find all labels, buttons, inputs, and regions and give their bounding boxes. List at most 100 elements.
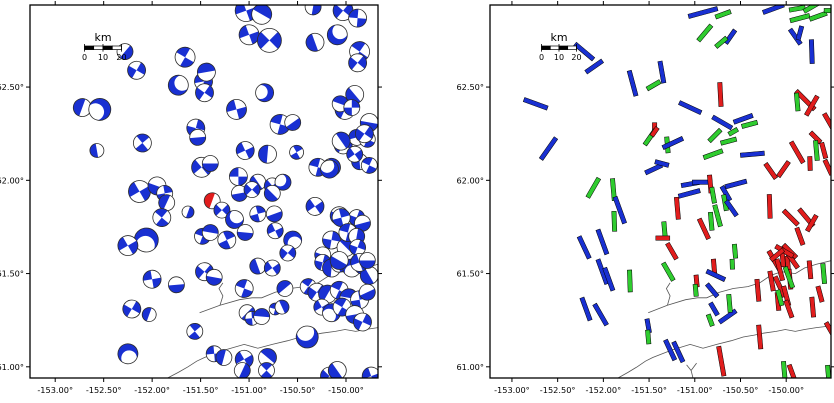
beachball-quadrant — [235, 5, 247, 15]
beachball — [346, 145, 364, 163]
stress-bar — [786, 363, 799, 378]
beachball-half — [185, 206, 194, 218]
beachball-outline — [186, 322, 204, 340]
beachball-half — [311, 5, 322, 15]
stress-bar-rect — [808, 130, 823, 145]
beachball — [354, 124, 374, 144]
stress-bar-rect — [673, 196, 681, 220]
beachball-half — [336, 132, 351, 149]
stress-bar — [702, 148, 724, 161]
scale-bar-tick-label: 0 — [82, 53, 87, 62]
beachball-outline — [360, 156, 378, 174]
beachball-quadrant — [127, 240, 138, 255]
beachball — [343, 99, 361, 116]
beachball-outline — [89, 143, 105, 158]
beachball-quadrant — [252, 183, 260, 196]
stress-bar-rect — [789, 13, 811, 24]
stress-bar — [692, 283, 699, 297]
scale-bar-segment — [93, 45, 104, 50]
beachball-outline — [331, 131, 351, 151]
beachball-outline — [263, 184, 281, 202]
beachball — [276, 280, 294, 297]
stress-bar — [708, 301, 720, 317]
stress-bar-rect — [719, 136, 738, 146]
beachball — [263, 184, 281, 202]
beachball — [295, 323, 319, 349]
stress-bar — [769, 247, 785, 263]
beachball-outline — [265, 205, 283, 223]
stress-bar-rect — [645, 79, 662, 92]
beachball-outline — [152, 208, 172, 228]
beachball-outline — [346, 145, 364, 163]
beachball-outline — [201, 224, 219, 241]
stress-bar — [712, 204, 723, 228]
beachball-quadrant — [188, 331, 200, 340]
stress-bar — [595, 228, 610, 256]
map-frame — [489, 4, 832, 379]
stress-bar-rect — [705, 282, 720, 299]
beachball-quadrant — [222, 231, 235, 240]
stress-bar-rect — [573, 41, 596, 62]
beachball — [304, 5, 322, 16]
beachball — [205, 268, 223, 286]
stress-bar — [696, 23, 714, 43]
scale-bar-tick-label: 20 — [571, 53, 581, 62]
stress-bar-rect — [696, 217, 711, 241]
stress-bar — [804, 94, 820, 117]
beachball-outline — [358, 283, 376, 301]
beachball-quadrant — [346, 147, 355, 159]
stress-bar — [807, 156, 813, 171]
beachball-quadrant — [244, 354, 254, 368]
beachball-quadrant — [320, 369, 330, 378]
beachball — [258, 362, 275, 378]
beachball — [331, 208, 351, 228]
beachball — [158, 194, 176, 212]
x-tick-label: -150.50° — [723, 385, 759, 395]
stress-bar — [808, 130, 823, 145]
beachball-half — [330, 256, 347, 270]
beachball-quadrant — [306, 199, 315, 212]
beachball — [360, 156, 378, 174]
beachball-quadrant — [117, 236, 128, 251]
beachball-outline — [320, 159, 339, 179]
stress-bar-rect — [707, 127, 723, 144]
x-tick-label: -151.50° — [183, 385, 219, 395]
beachball-quadrant — [131, 301, 141, 314]
stress-bar — [782, 265, 796, 289]
stress-bar — [819, 141, 829, 160]
beachball — [354, 214, 371, 232]
beachball — [251, 5, 273, 25]
beachball-quadrant — [364, 126, 374, 139]
stress-bar-rect — [717, 308, 738, 325]
stress-bar-rect — [805, 213, 819, 233]
beachball — [181, 205, 195, 219]
stress-bar — [775, 289, 785, 307]
stress-bar — [673, 196, 681, 220]
stress-bar — [724, 199, 739, 218]
stress-bar-rect — [776, 160, 791, 179]
beachball-outline — [361, 366, 378, 378]
beachball-outline — [205, 268, 223, 286]
stress-bar — [731, 243, 739, 259]
stress-bar-rect — [714, 35, 729, 49]
beachball — [217, 230, 237, 250]
beachball-outline — [141, 307, 157, 323]
beachball-outline — [181, 205, 195, 219]
stress-bar — [717, 82, 724, 107]
beachball — [274, 299, 290, 315]
scale-bar-segment — [558, 45, 569, 50]
beachball-outline — [195, 83, 214, 103]
beachball — [132, 133, 152, 153]
beachball — [348, 8, 368, 28]
beachball-outline — [238, 24, 260, 46]
stress-bar — [707, 127, 723, 144]
scale-bar-unit-label: km — [550, 31, 567, 44]
stress-bar — [813, 140, 820, 161]
beachball-outline — [167, 276, 185, 294]
stress-bar — [678, 100, 703, 115]
beachball — [238, 24, 260, 46]
stress-bar — [665, 241, 679, 261]
stress-bar — [783, 299, 795, 319]
stress-bar-rect — [794, 226, 806, 246]
